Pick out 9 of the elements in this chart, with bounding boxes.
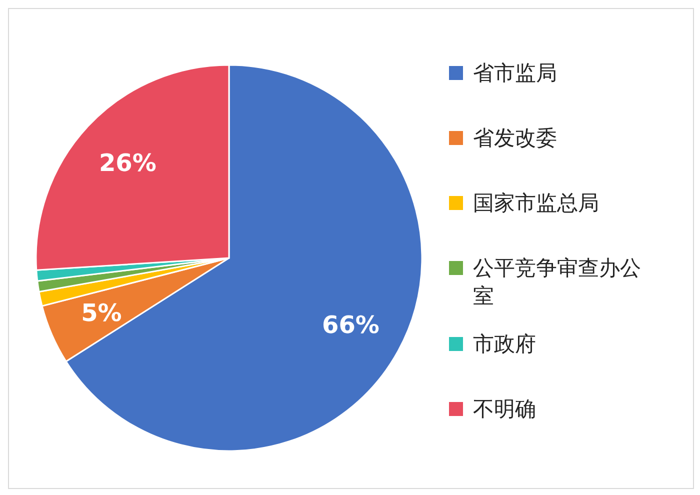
legend-label: 省发改委 — [473, 125, 558, 152]
legend-label: 省市监局 — [473, 60, 558, 87]
legend-label: 不明确 — [473, 396, 537, 423]
data-label: 5% — [81, 299, 122, 328]
legend-label: 市政府 — [473, 331, 537, 358]
legend-label: 公平竞争审查办公室 — [473, 255, 642, 310]
data-label: 26% — [98, 148, 156, 177]
data-label: 66% — [322, 310, 380, 339]
legend-label: 国家市监总局 — [473, 190, 600, 217]
